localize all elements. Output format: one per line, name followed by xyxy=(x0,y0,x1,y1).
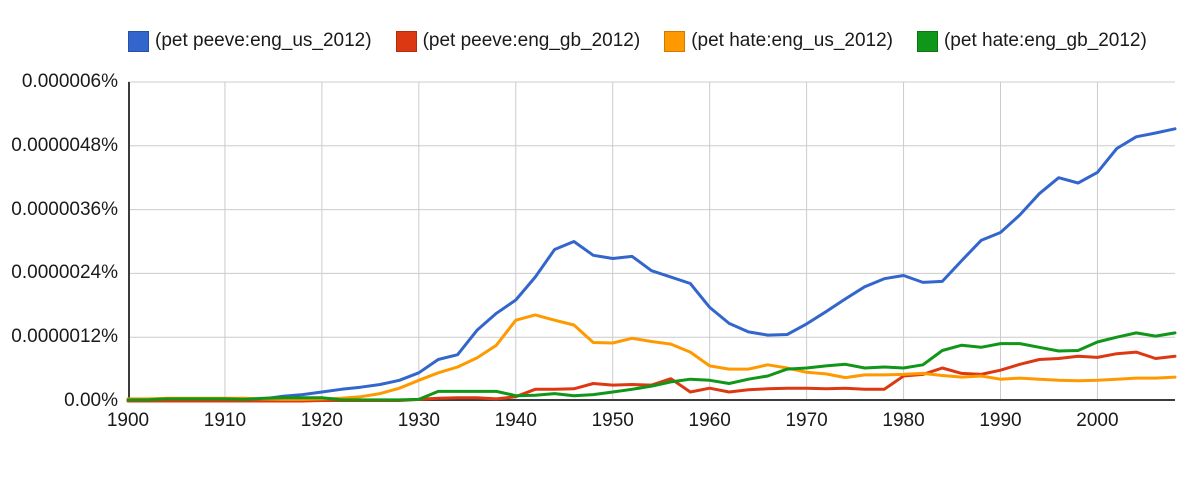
x-axis-tick-label: 1980 xyxy=(882,410,925,431)
x-axis-tick-label: 1910 xyxy=(203,410,247,431)
chart-legend: (pet peeve:eng_us_2012) (pet peeve:eng_gb… xyxy=(128,30,1147,52)
x-axis-tick-label: 2000 xyxy=(1076,410,1119,431)
legend-item-pet-peeve-eng-gb-2012[interactable]: (pet peeve:eng_gb_2012) xyxy=(395,30,641,52)
x-axis-tick-label: 1960 xyxy=(688,410,731,431)
x-axis-tick-label: 1920 xyxy=(300,410,344,431)
legend-item-pet-hate-eng-us-2012[interactable]: (pet hate:eng_us_2012) xyxy=(664,30,893,52)
legend-swatch-icon xyxy=(395,30,417,52)
y-axis-tick-label: 0.00% xyxy=(64,390,118,411)
y-axis-tick-label: 0.000006% xyxy=(21,71,118,92)
x-axis-tick-label: 1970 xyxy=(785,410,828,431)
legend-item-pet-hate-eng-gb-2012[interactable]: (pet hate:eng_gb_2012) xyxy=(916,30,1147,52)
x-axis-tick-label: 1950 xyxy=(591,410,634,431)
series-line-pet-hate-eng-gb-2012[interactable] xyxy=(126,331,1177,402)
series-line-pet-peeve-eng-gb-2012[interactable] xyxy=(126,350,1177,403)
y-axis-tick-label: 0.0000024% xyxy=(11,262,118,284)
x-axis-tick-label: 1990 xyxy=(979,410,1022,431)
legend-label: (pet peeve:eng_gb_2012) xyxy=(422,30,641,51)
series-line-pet-hate-eng-us-2012[interactable] xyxy=(126,313,1177,401)
y-axis-tick-label: 0.0000036% xyxy=(11,198,118,220)
legend-label: (pet hate:eng_gb_2012) xyxy=(943,30,1147,51)
y-axis-tick-label: 0.0000048% xyxy=(11,134,118,156)
legend-swatch-icon xyxy=(664,30,686,52)
legend-swatch-icon xyxy=(916,30,938,52)
series-line-pet-peeve-eng-us-2012[interactable] xyxy=(126,127,1177,402)
x-axis-tick-label: 1900 xyxy=(106,410,150,431)
legend-swatch-icon xyxy=(128,30,149,52)
plot-area xyxy=(126,81,1177,403)
y-axis-tick-label: 0.0000012% xyxy=(11,326,118,348)
x-axis-tick-label: 1940 xyxy=(494,410,537,431)
legend-label: (pet hate:eng_us_2012) xyxy=(691,30,893,51)
legend-label: (pet peeve:eng_us_2012) xyxy=(155,30,372,51)
x-axis-tick-label: 1930 xyxy=(397,410,440,431)
legend-item-pet-peeve-eng-us-2012[interactable]: (pet peeve:eng_us_2012) xyxy=(128,30,372,52)
